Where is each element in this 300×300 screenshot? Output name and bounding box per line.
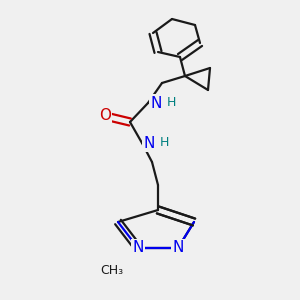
- Text: H: H: [166, 97, 176, 110]
- Text: N: N: [150, 95, 162, 110]
- Text: O: O: [99, 109, 111, 124]
- Text: H: H: [159, 136, 169, 149]
- Text: CH₃: CH₃: [100, 263, 124, 277]
- Text: N: N: [132, 241, 144, 256]
- Text: N: N: [143, 136, 155, 151]
- Text: N: N: [172, 241, 184, 256]
